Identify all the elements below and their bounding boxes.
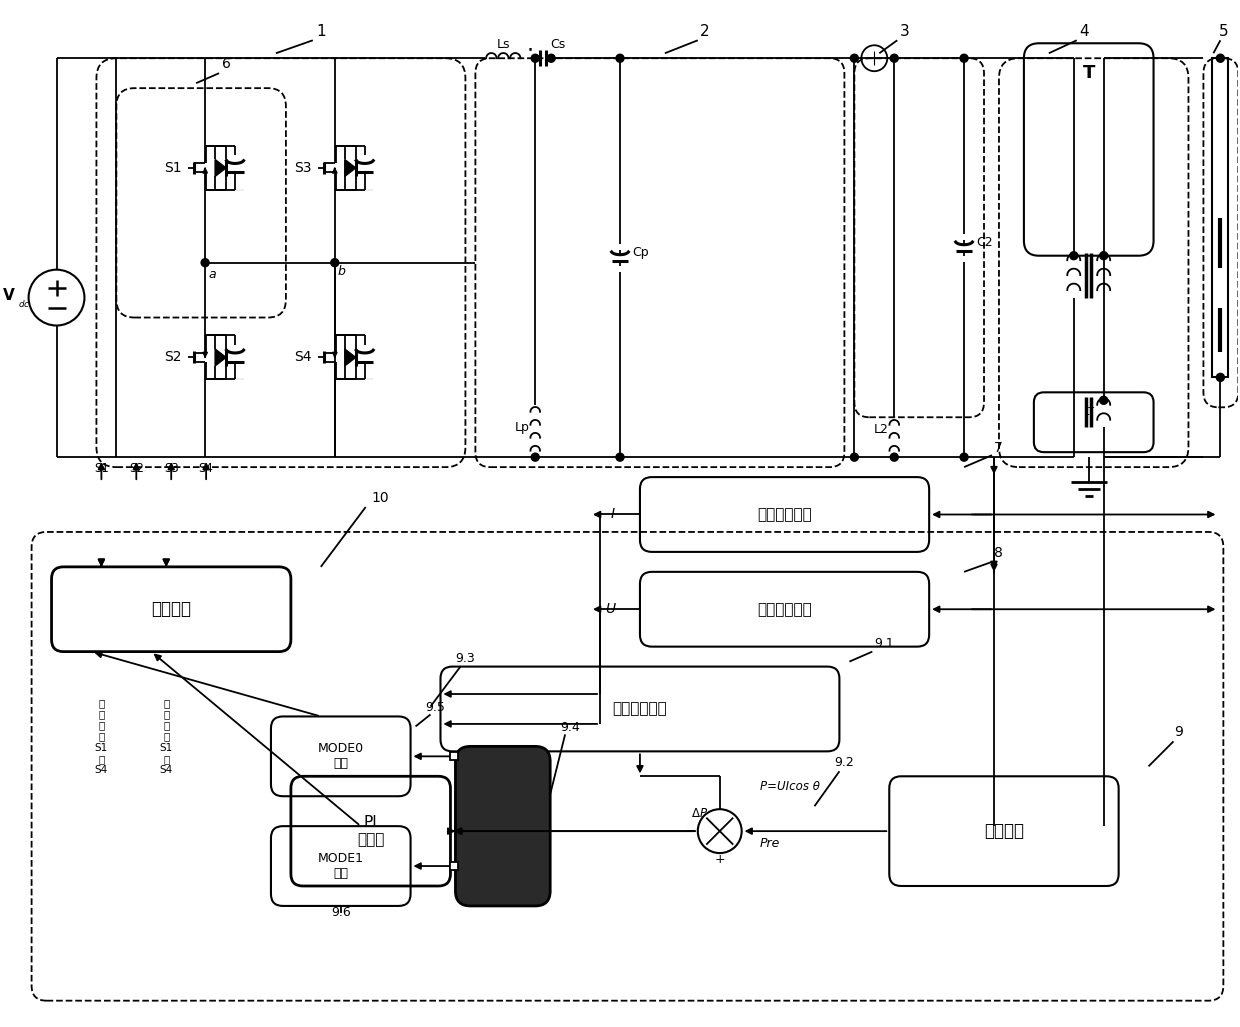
Text: 9.6: 9.6 [331,906,351,919]
Circle shape [547,54,556,63]
Circle shape [1216,374,1224,381]
Text: +: + [714,852,725,866]
Text: 2: 2 [699,25,709,39]
Text: P=UIcos θ: P=UIcos θ [760,779,820,793]
Text: $_{dc}$: $_{dc}$ [19,296,31,309]
Text: L2: L2 [874,423,889,435]
Text: LT: LT [1084,408,1094,417]
Bar [450,753,459,760]
Text: S3: S3 [164,462,179,476]
Text: S1: S1 [165,161,182,175]
Text: PI
调节器: PI 调节器 [357,815,384,847]
Text: S4: S4 [198,462,213,476]
Text: 脉
冲
信
号
S1
～
S4: 脉 冲 信 号 S1 ～ S4 [94,697,108,775]
Circle shape [890,453,898,461]
Text: Ls: Ls [496,38,510,51]
Circle shape [201,259,210,267]
Text: 脉
冲
信
号
S1
～
S4: 脉 冲 信 号 S1 ～ S4 [160,697,172,775]
Text: 9.1: 9.1 [874,637,894,650]
Circle shape [531,54,539,63]
Text: 4: 4 [1079,25,1089,39]
Circle shape [616,54,624,63]
Polygon shape [215,159,226,177]
Text: $-$: $-$ [683,824,696,837]
Text: 7: 7 [994,442,1003,455]
Circle shape [1100,396,1107,405]
Circle shape [616,453,624,461]
Text: S2: S2 [165,350,182,365]
Text: 6: 6 [222,58,231,71]
Text: b: b [337,265,346,277]
Text: Pre: Pre [759,837,780,849]
Text: MODE0
模式: MODE0 模式 [317,743,363,770]
Text: T: T [1083,65,1095,82]
Circle shape [851,453,858,461]
Circle shape [531,453,539,461]
Circle shape [960,54,968,63]
Text: Cs: Cs [551,38,565,51]
Bar [1213,59,1229,377]
Text: $\cdot$: $\cdot$ [526,39,533,60]
Text: S3: S3 [294,161,311,175]
Text: 9.3: 9.3 [455,651,475,664]
Text: 5: 5 [1219,25,1228,39]
Text: 9.2: 9.2 [835,756,854,769]
Circle shape [1070,252,1078,260]
Text: 9.5: 9.5 [425,701,445,715]
Polygon shape [215,349,226,366]
Polygon shape [345,349,356,366]
Text: 电压采用模块: 电压采用模块 [758,602,812,617]
Text: 驱动电路: 驱动电路 [151,600,191,618]
Circle shape [1100,252,1107,260]
Polygon shape [345,159,356,177]
Text: 9.4: 9.4 [560,721,580,734]
Text: $\Delta P$: $\Delta P$ [691,806,708,820]
Text: I: I [611,507,615,522]
Text: 功率计算模块: 功率计算模块 [613,701,667,717]
Text: 10: 10 [372,491,389,505]
Text: 9: 9 [1174,725,1183,739]
Circle shape [331,259,339,267]
Text: a: a [208,268,216,280]
Text: 3: 3 [899,25,909,39]
Bar [450,862,459,870]
Text: Lp: Lp [515,421,529,434]
Circle shape [960,453,968,461]
Text: $\mathbf{V}$: $\mathbf{V}$ [1,287,16,303]
Text: C2: C2 [976,236,993,249]
FancyBboxPatch shape [455,747,551,906]
Text: 功率给定: 功率给定 [985,823,1024,840]
Text: S4: S4 [294,350,311,365]
Text: S1: S1 [94,462,109,476]
Text: U: U [605,602,615,616]
Text: Cp: Cp [632,245,649,259]
Text: 电流采用模块: 电流采用模块 [758,507,812,522]
Circle shape [1216,54,1224,63]
Text: MODE1
模式: MODE1 模式 [317,852,363,880]
Circle shape [851,54,858,63]
Text: 1: 1 [316,25,326,39]
Text: S2: S2 [129,462,144,476]
Text: 8: 8 [994,546,1003,560]
Circle shape [890,54,898,63]
